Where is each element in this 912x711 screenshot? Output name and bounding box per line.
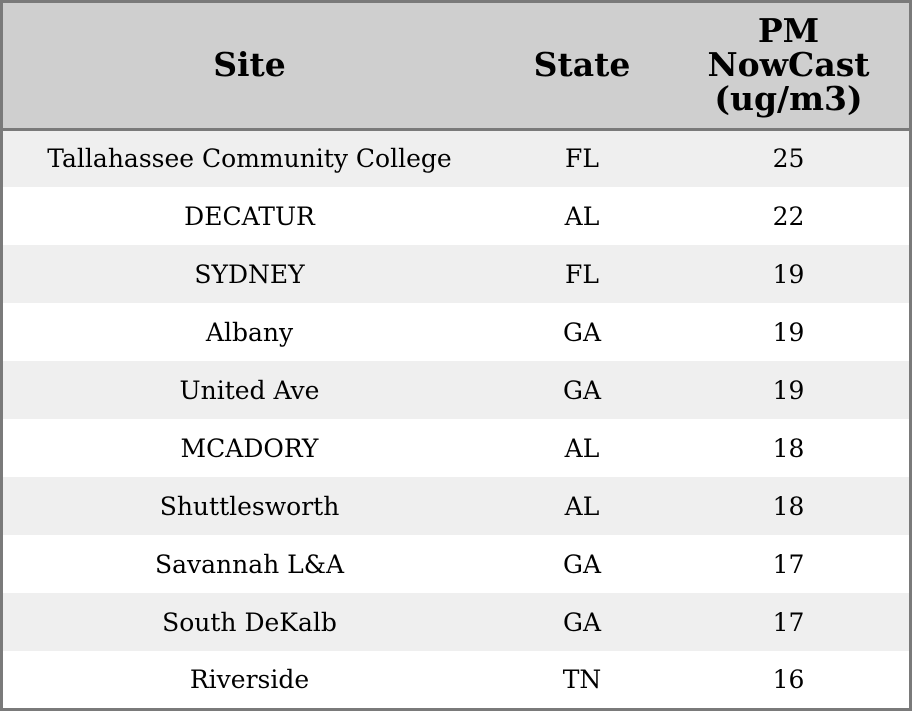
cell-site: Riverside: [189, 664, 310, 694]
column-header-pm-line-1: PM: [757, 11, 820, 51]
column-header-pm-line-2: NowCast: [707, 45, 870, 85]
table-row: South DeKalb GA 17: [3, 593, 909, 651]
cell-pm: 19: [772, 317, 805, 347]
cell-site: Tallahassee Community College: [47, 144, 452, 174]
table-row: Albany GA 19: [3, 303, 909, 361]
cell-pm: 18: [772, 491, 805, 521]
header-row: Site State PM NowCast (ug/m3): [3, 3, 909, 131]
cell-site: South DeKalb: [162, 607, 337, 637]
cell-state: AL: [564, 201, 600, 231]
table-row: Savannah L&A GA 17: [3, 535, 909, 593]
cell-state: AL: [564, 491, 600, 521]
table-row: Shuttlesworth AL 18: [3, 477, 909, 535]
cell-pm: 25: [772, 144, 805, 174]
column-header-pm-line-3: (ug/m3): [714, 79, 863, 119]
column-header-state: State: [496, 3, 668, 131]
cell-site: SYDNEY: [194, 259, 305, 289]
cell-site: Savannah L&A: [154, 549, 345, 579]
cell-state: GA: [562, 607, 602, 637]
cell-pm: 16: [772, 664, 805, 694]
column-header-site: Site: [3, 3, 496, 131]
cell-site: DECATUR: [184, 201, 315, 231]
cell-site: Albany: [205, 317, 294, 347]
cell-state: AL: [564, 433, 600, 463]
table-header: Site State PM NowCast (ug/m3): [3, 3, 909, 131]
cell-pm: 18: [772, 433, 805, 463]
column-header-pm-nowcast: PM NowCast (ug/m3): [668, 3, 909, 131]
cell-pm: 17: [772, 607, 805, 637]
cell-state: GA: [562, 317, 602, 347]
table-body: Tallahassee Community College FL 25 DECA…: [3, 129, 909, 707]
table-row: United Ave GA 19: [3, 361, 909, 419]
table-row: SYDNEY FL 19: [3, 245, 909, 303]
cell-state: GA: [562, 375, 602, 405]
table-row: DECATUR AL 22: [3, 187, 909, 245]
cell-pm: 19: [772, 259, 805, 289]
pm-nowcast-table: Site State PM NowCast (ug/m3) Tallahasse…: [3, 3, 909, 707]
table-row: Tallahassee Community College FL 25: [3, 129, 909, 187]
cell-site: Shuttlesworth: [159, 491, 340, 521]
table-row: MCADORY AL 18: [3, 419, 909, 477]
table-row: Riverside TN 16: [3, 651, 909, 707]
cell-state: TN: [562, 664, 602, 694]
cell-state: GA: [562, 549, 602, 579]
cell-pm: 19: [772, 375, 805, 405]
cell-pm: 17: [772, 549, 805, 579]
cell-pm: 22: [772, 201, 805, 231]
cell-site: United Ave: [179, 375, 320, 405]
cell-state: FL: [565, 259, 599, 289]
cell-site: MCADORY: [180, 433, 319, 463]
cell-state: FL: [565, 144, 599, 174]
